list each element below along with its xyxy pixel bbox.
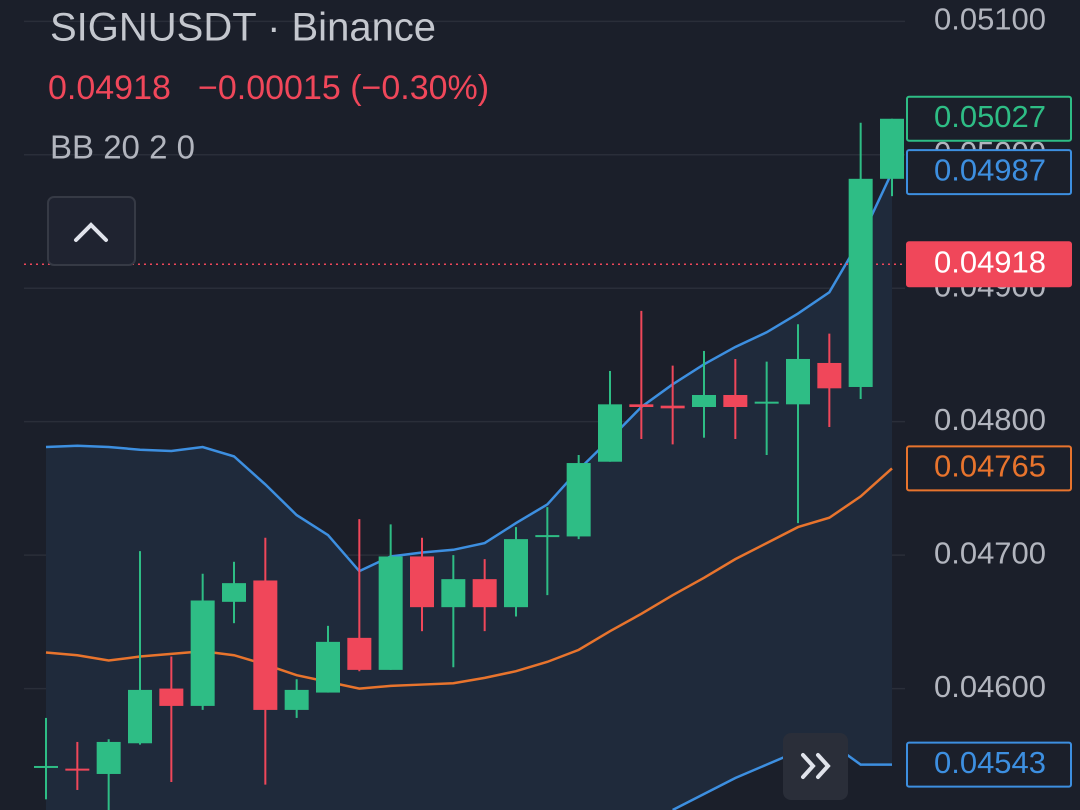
- y-tick-label: 0.04700: [934, 535, 1046, 570]
- candle-body: [566, 463, 591, 537]
- candle-body: [598, 404, 622, 462]
- candle-body: [316, 641, 340, 693]
- candle-body: [128, 689, 152, 744]
- bb-upper-line: [45, 171, 894, 573]
- y-tick-label: 0.04800: [934, 402, 1046, 437]
- scroll-to-latest-button[interactable]: [783, 733, 848, 800]
- y-tick-label: 0.05100: [934, 2, 1046, 37]
- candle-body: [472, 579, 497, 608]
- price-label: 0.05027: [934, 99, 1046, 134]
- candle-body: [754, 401, 779, 404]
- candle-body: [692, 394, 716, 408]
- price-label: 0.04918: [934, 244, 1046, 279]
- candle-body: [65, 768, 90, 771]
- candle-body: [284, 689, 309, 710]
- bb-lower-line: [672, 740, 892, 810]
- candle-body: [410, 556, 434, 608]
- indicator-label: BB 20 2 0: [50, 129, 195, 166]
- candle-body: [159, 688, 184, 706]
- candle-body: [190, 600, 215, 706]
- candle-body: [535, 535, 560, 538]
- price-label-box: [906, 445, 1072, 492]
- y-tick-label: 0.04600: [934, 669, 1046, 704]
- candle-body: [222, 583, 246, 602]
- candle-body: [723, 394, 748, 408]
- last-price: 0.04918: [48, 69, 171, 107]
- button-frame[interactable]: [783, 733, 848, 800]
- price-label: 0.04543: [934, 745, 1046, 780]
- candle-body: [629, 404, 654, 408]
- collapse-button[interactable]: [47, 196, 136, 266]
- candle-body: [441, 579, 466, 608]
- candle-body: [817, 362, 842, 389]
- candle-body: [880, 118, 904, 179]
- candle-body: [253, 580, 278, 710]
- chart-title: SIGNUSDT · Binance: [50, 6, 436, 50]
- price-label: 0.04987: [934, 152, 1046, 187]
- price-label-box: [906, 95, 1072, 142]
- price-label: 0.04765: [934, 449, 1046, 484]
- price-label-box: [906, 241, 1072, 288]
- price-label-box: [906, 149, 1072, 196]
- double-chevron-icon[interactable]: [801, 753, 831, 779]
- candle-body: [378, 556, 403, 670]
- candle-body: [504, 539, 528, 608]
- candle-body: [347, 637, 372, 670]
- price-label-box: [906, 741, 1072, 788]
- candle-body: [786, 358, 810, 405]
- candle-body: [848, 178, 873, 387]
- button-frame[interactable]: [47, 196, 136, 266]
- bb-basis-line: [45, 467, 893, 690]
- price-change: −0.00015 (−0.30%): [198, 69, 489, 107]
- candle-body: [96, 741, 121, 774]
- candle-body: [34, 765, 58, 768]
- candle-body: [660, 405, 685, 409]
- chevron-up-icon[interactable]: [74, 222, 108, 242]
